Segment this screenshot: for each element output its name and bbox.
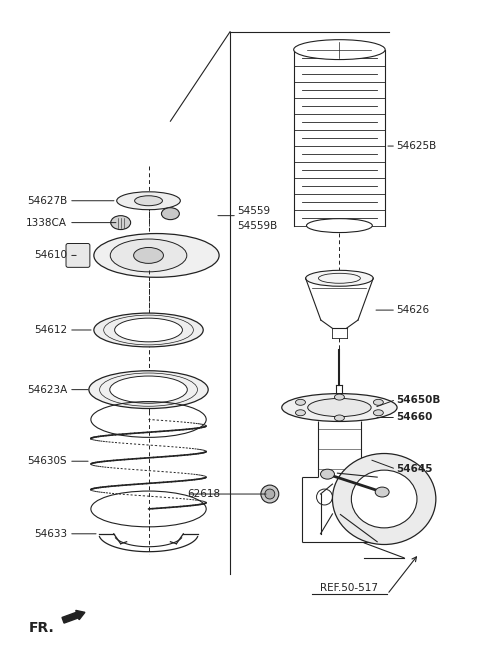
Ellipse shape	[335, 415, 344, 421]
Ellipse shape	[306, 271, 373, 286]
Text: 54660: 54660	[396, 413, 432, 422]
Ellipse shape	[373, 400, 384, 405]
Ellipse shape	[351, 470, 417, 528]
Ellipse shape	[111, 215, 131, 229]
Ellipse shape	[134, 196, 162, 206]
Ellipse shape	[333, 453, 436, 544]
Ellipse shape	[316, 489, 333, 505]
Text: 62618: 62618	[187, 489, 220, 499]
Text: 54630S: 54630S	[27, 457, 67, 466]
Ellipse shape	[373, 410, 384, 416]
Text: 54623A: 54623A	[27, 384, 67, 395]
FancyBboxPatch shape	[66, 244, 90, 267]
FancyBboxPatch shape	[181, 244, 207, 267]
Ellipse shape	[296, 410, 305, 416]
FancyArrow shape	[62, 610, 85, 623]
Text: 54612: 54612	[34, 325, 67, 335]
Ellipse shape	[321, 469, 335, 479]
Ellipse shape	[110, 376, 187, 403]
Ellipse shape	[94, 313, 203, 347]
Ellipse shape	[375, 487, 389, 497]
Text: 54559: 54559	[237, 206, 270, 215]
Text: 54610: 54610	[34, 250, 67, 261]
Text: 54645: 54645	[396, 464, 432, 474]
Text: 54650B: 54650B	[396, 394, 441, 405]
Ellipse shape	[115, 318, 182, 342]
Text: FR.: FR.	[29, 621, 55, 635]
Text: 54633: 54633	[34, 529, 67, 539]
Ellipse shape	[110, 239, 187, 272]
Ellipse shape	[117, 192, 180, 210]
Ellipse shape	[89, 371, 208, 409]
Ellipse shape	[94, 234, 219, 277]
Ellipse shape	[296, 400, 305, 405]
Ellipse shape	[261, 485, 279, 503]
Ellipse shape	[335, 394, 344, 400]
Text: 54625B: 54625B	[396, 141, 436, 151]
Ellipse shape	[307, 219, 372, 233]
Ellipse shape	[318, 273, 360, 283]
Text: 54627B: 54627B	[27, 196, 67, 206]
Text: 1338CA: 1338CA	[26, 217, 67, 227]
Ellipse shape	[282, 394, 397, 421]
Ellipse shape	[265, 489, 275, 499]
Ellipse shape	[294, 40, 385, 60]
Ellipse shape	[308, 398, 371, 417]
Text: 54559B: 54559B	[237, 221, 277, 231]
Ellipse shape	[133, 248, 164, 263]
Text: 54626: 54626	[396, 305, 429, 315]
Text: REF.50-517: REF.50-517	[320, 584, 378, 593]
Ellipse shape	[347, 489, 362, 505]
Ellipse shape	[161, 208, 180, 219]
